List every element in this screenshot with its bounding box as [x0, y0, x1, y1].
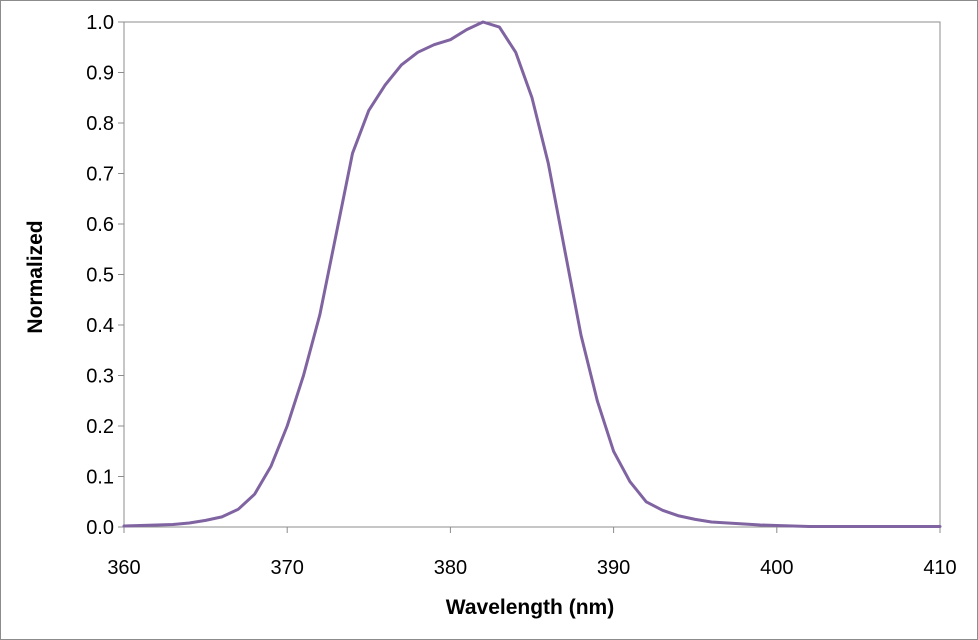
- y-axis-title: Normalized: [24, 220, 47, 333]
- y-tick-label: 0.5: [86, 265, 114, 287]
- plot-area: [123, 21, 941, 528]
- y-tick-label: 0.3: [86, 366, 114, 388]
- x-tick-label: 390: [597, 557, 630, 579]
- y-tick-label: 0.8: [86, 113, 114, 135]
- x-axis-title: Wavelength (nm): [446, 596, 614, 619]
- y-tick-label: 0.2: [86, 416, 114, 438]
- y-axis: 0.0 0.1 0.2 0.3 0.4 0.5 0.6 0.7 0.8 0.9 1.0: [86, 12, 125, 539]
- x-tick-label: 360: [107, 557, 140, 579]
- plot-border: [123, 21, 941, 528]
- y-tick-label: 0.6: [86, 214, 114, 236]
- x-tick-label: 380: [434, 557, 467, 579]
- y-tick-label: 0.0: [86, 517, 114, 539]
- y-tick-label: 0.9: [86, 63, 114, 85]
- series-line: [122, 20, 942, 528]
- x-axis: 360 370 380 390 400 410: [107, 526, 957, 579]
- x-tick-label: 410: [923, 557, 956, 579]
- y-tick-label: 0.4: [86, 315, 114, 337]
- y-tick-label: 0.1: [86, 467, 114, 489]
- y-tick-label: 0.7: [86, 164, 114, 186]
- x-tick-label: 370: [271, 557, 304, 579]
- series-layer: [122, 20, 942, 528]
- y-tick-label: 1.0: [86, 12, 114, 34]
- x-tick-label: 400: [760, 557, 793, 579]
